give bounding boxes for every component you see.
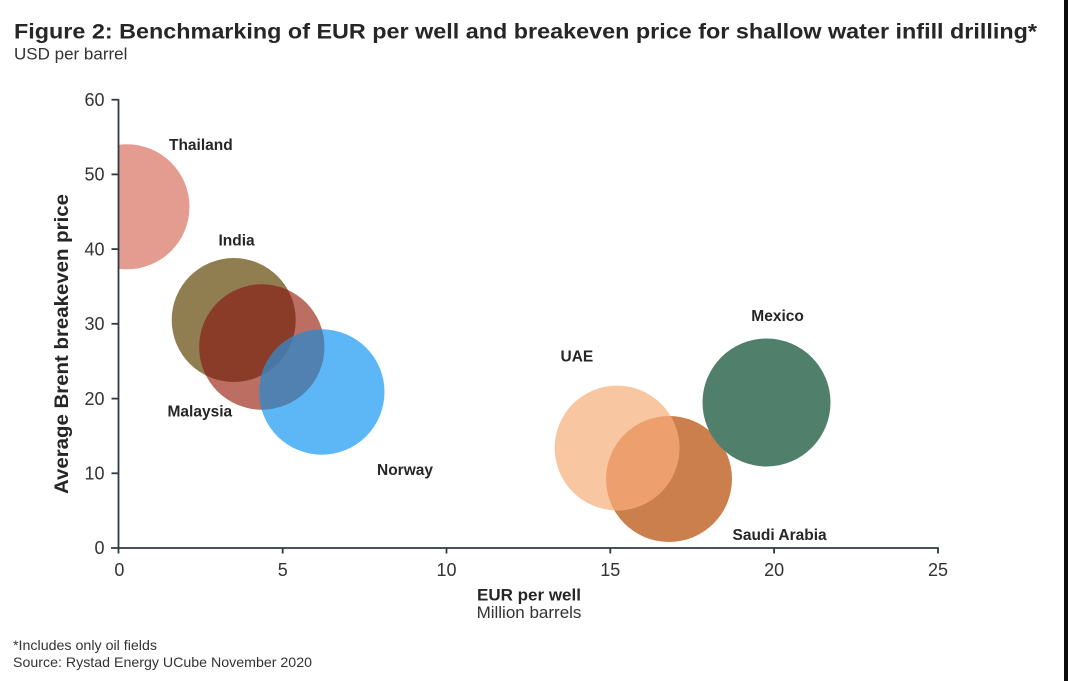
svg-text:20: 20 [84,389,104,409]
svg-text:UAE: UAE [561,349,594,366]
svg-text:USD per barrel: USD per barrel [14,45,127,64]
svg-text:India: India [219,233,256,250]
svg-text:10: 10 [84,464,104,484]
svg-text:20: 20 [764,560,784,580]
svg-text:Norway: Norway [377,462,433,479]
svg-text:Source: Rystad Energy UCube No: Source: Rystad Energy UCube November 202… [13,654,312,670]
svg-text:10: 10 [436,560,456,580]
svg-text:Malaysia: Malaysia [168,404,233,421]
svg-text:0: 0 [114,560,124,580]
svg-text:15: 15 [600,560,620,580]
svg-text:Mexico: Mexico [751,308,804,325]
svg-text:50: 50 [84,165,104,185]
svg-text:60: 60 [84,90,104,110]
svg-text:5: 5 [278,560,288,580]
svg-text:Average Brent breakeven price: Average Brent breakeven price [51,194,73,494]
svg-text:40: 40 [84,239,104,259]
svg-text:0: 0 [94,538,104,558]
svg-text:30: 30 [84,314,104,334]
svg-text:Thailand: Thailand [169,137,233,154]
svg-text:EUR per well: EUR per well [477,586,581,605]
svg-text:Saudi Arabia: Saudi Arabia [733,527,828,544]
svg-text:25: 25 [928,560,948,580]
svg-text:Figure 2: Benchmarking of EUR: Figure 2: Benchmarking of EUR per well a… [14,20,1038,44]
svg-text:Million barrels: Million barrels [477,603,582,622]
svg-text:*Includes only oil fields: *Includes only oil fields [13,637,157,653]
